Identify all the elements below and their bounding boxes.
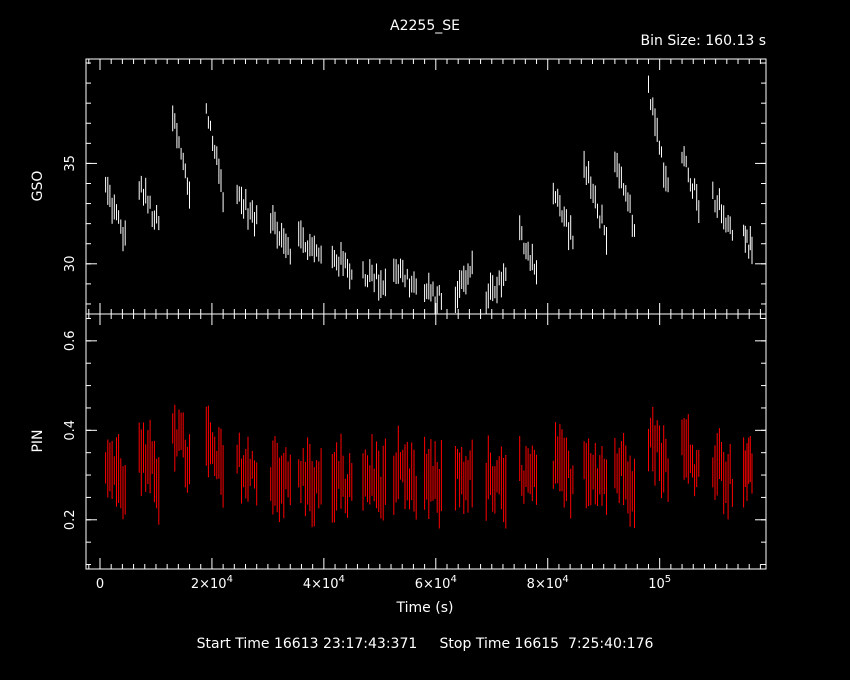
time-range-footer: Start Time 16613 23:17:43:371 Stop Time … [0, 636, 850, 652]
y-tick-label: 0.2 [63, 509, 78, 530]
pin-ticks: 0.2 0.4 0.6 [63, 314, 766, 569]
pin-ylabel: PIN [30, 429, 46, 452]
gso-points [106, 76, 752, 314]
y-tick-label: 30 [63, 256, 78, 273]
x-tick-label: 105 [648, 574, 671, 592]
x-axis-label: Time (s) [396, 600, 454, 616]
x-tick-label: 8×104 [527, 574, 569, 592]
gso-panel: 30 35 GSO [30, 59, 766, 314]
start-time: Start Time 16613 23:17:43:371 [197, 636, 418, 652]
x-tick-label: 6×104 [415, 574, 457, 592]
stop-time: Stop Time 16615 7:25:40:176 [440, 636, 654, 652]
x-tick-label: 2×104 [191, 574, 233, 592]
y-tick-label: 35 [63, 155, 78, 172]
y-tick-label: 0.4 [63, 420, 78, 441]
pin-panel: 0.2 0.4 0.6 PIN [30, 314, 766, 569]
x-tick-label: 0 [96, 577, 104, 592]
gso-ylabel: GSO [30, 171, 46, 202]
chart-title: A2255_SE [390, 18, 460, 34]
x-tick-label: 4×104 [303, 574, 345, 592]
pin-points [106, 405, 752, 529]
x-axis-ticks: 0 2×104 4×104 6×104 8×104 105 [96, 574, 671, 592]
y-tick-label: 0.6 [63, 330, 78, 351]
bin-size-label: Bin Size: 160.13 s [641, 33, 766, 49]
